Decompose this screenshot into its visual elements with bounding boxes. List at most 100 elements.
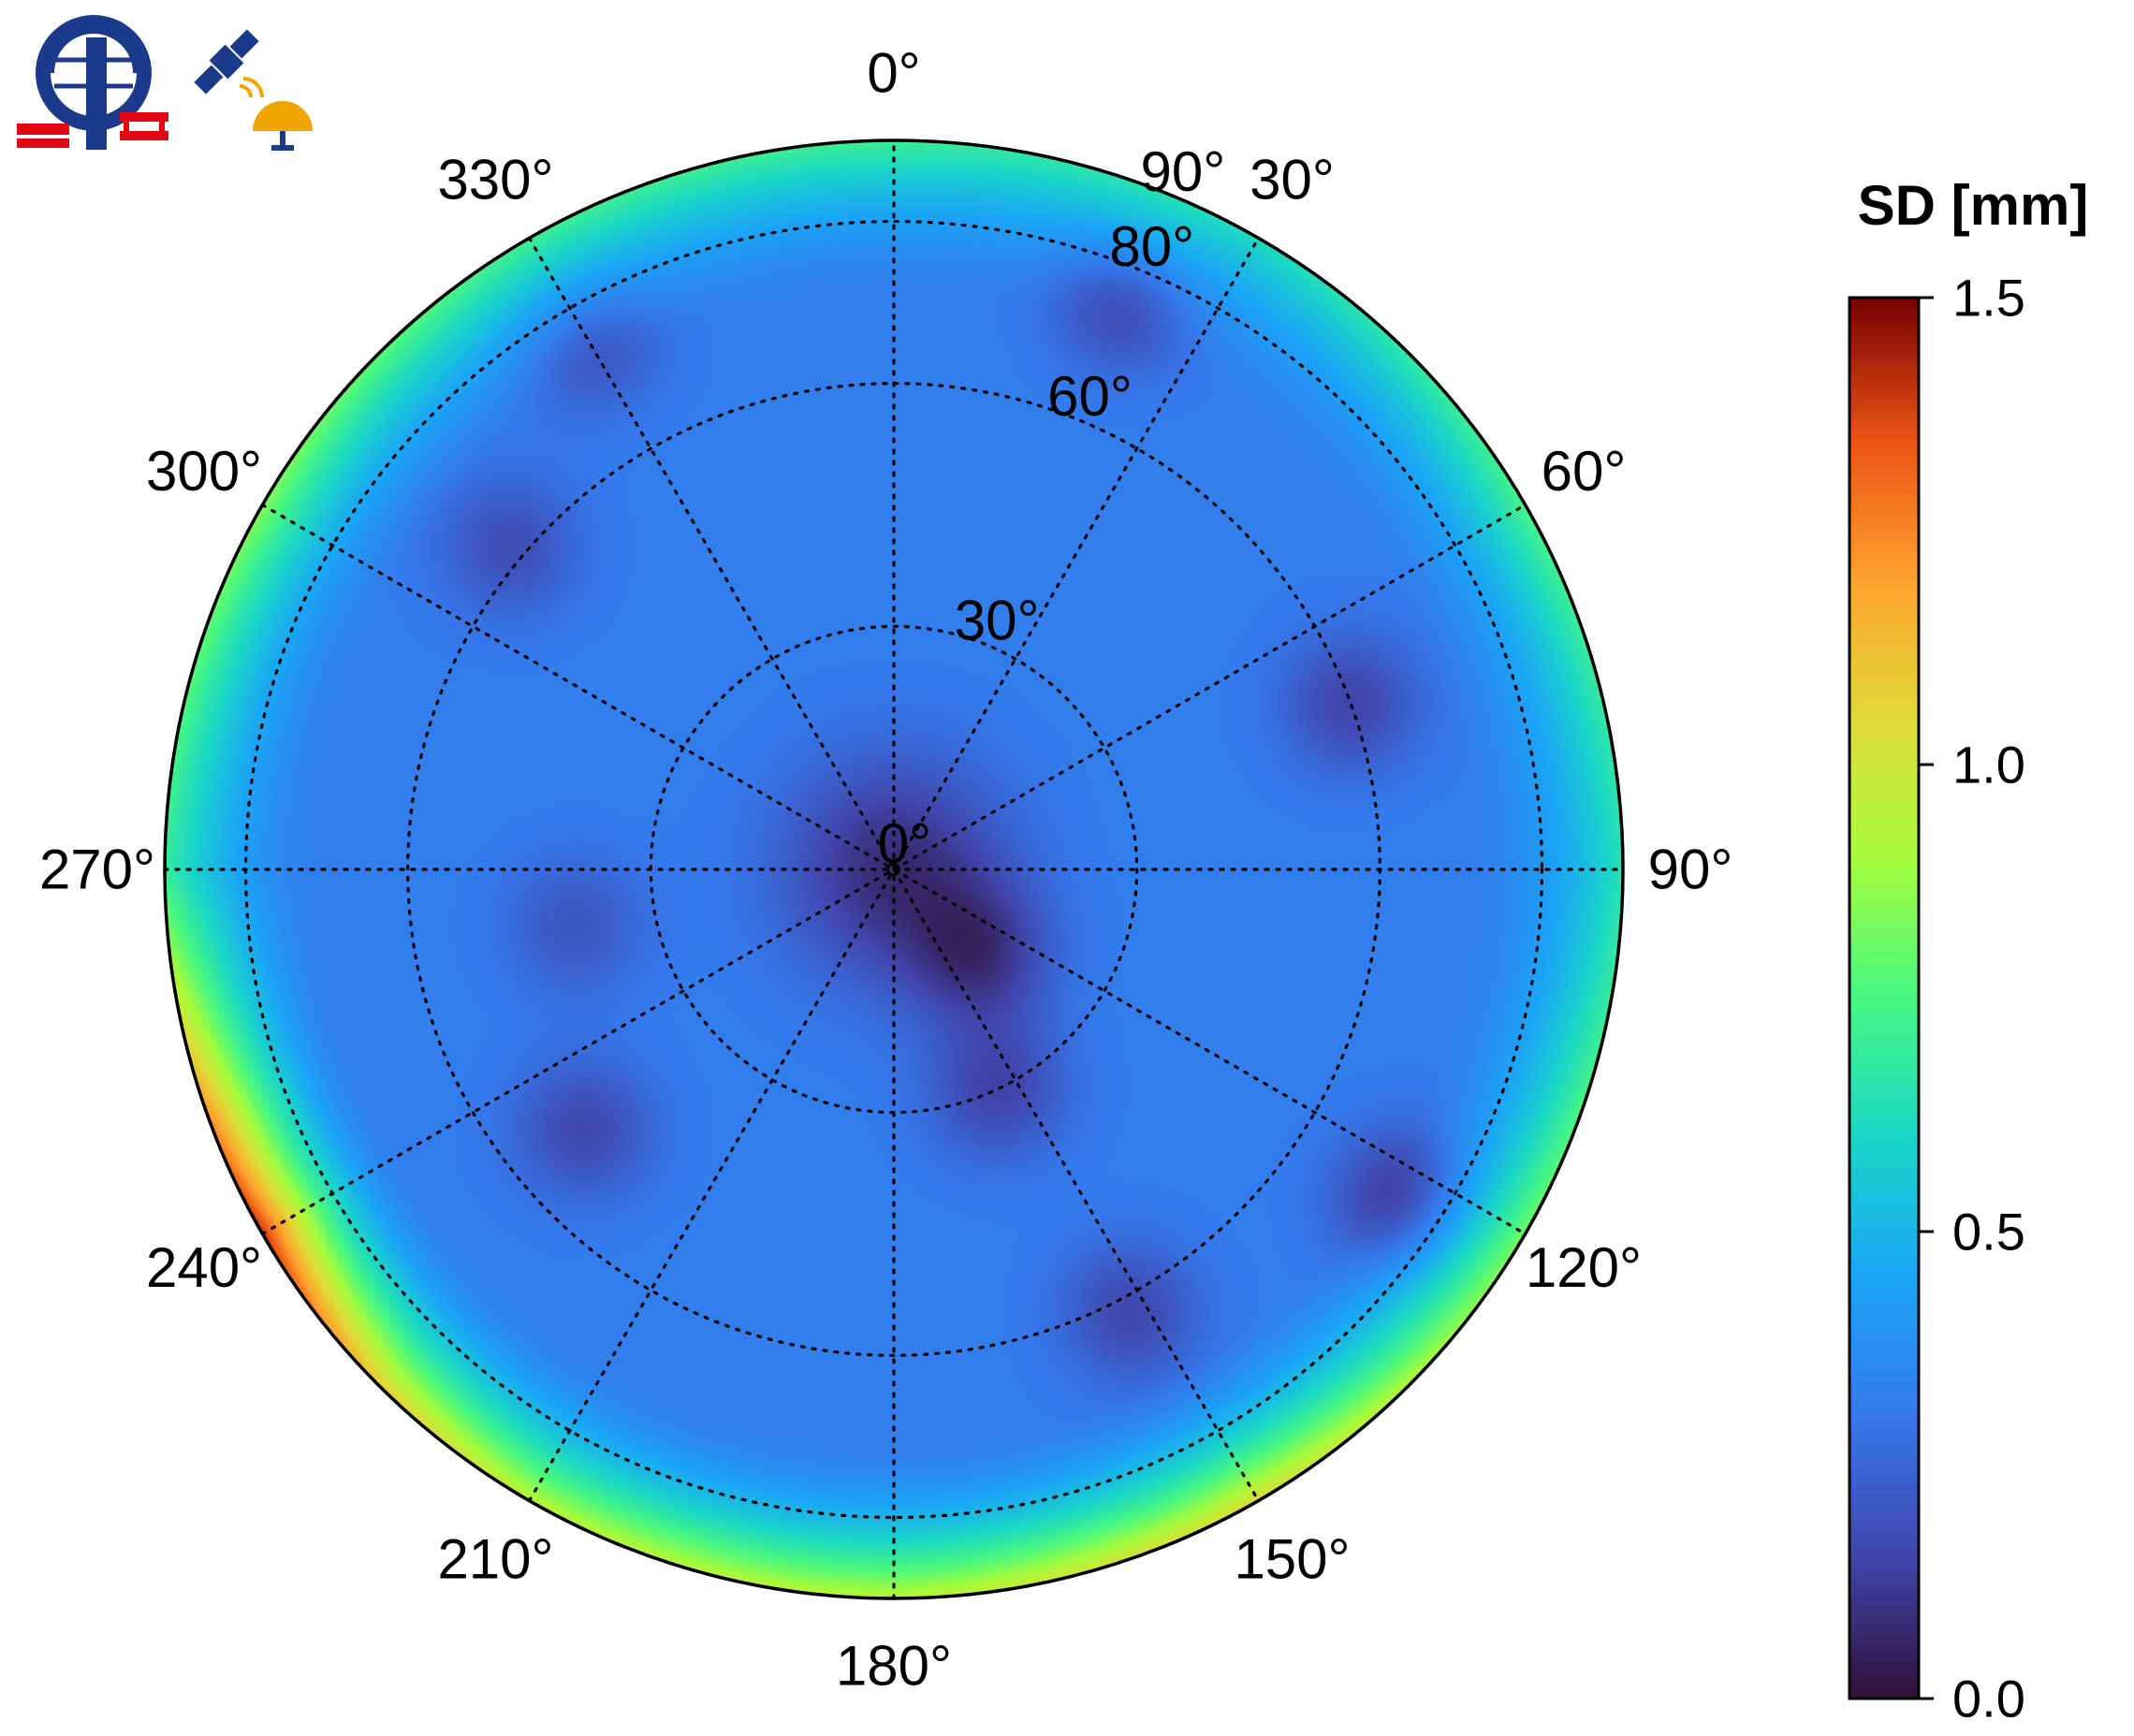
colorbar-strip — [1849, 362, 1919, 373]
colorbar-strip — [1849, 792, 1919, 803]
colorbar-strip — [1849, 782, 1919, 794]
colorbar-strip — [1849, 1390, 1919, 1401]
colorbar-strip — [1849, 1437, 1919, 1448]
colorbar-strip — [1849, 503, 1919, 514]
colorbar-ticks: 0.0 0.5 1.0 1.5 — [1919, 269, 2025, 1729]
colorbar-strip — [1849, 1147, 1919, 1159]
colorbar-strip — [1849, 848, 1919, 859]
colorbar-strip — [1849, 1287, 1919, 1298]
colorbar-strip — [1849, 390, 1919, 401]
colorbar-strip — [1849, 1091, 1919, 1102]
colorbar-strip — [1849, 493, 1919, 504]
azimuth-tick-label: 300° — [146, 440, 262, 503]
colorbar-strip — [1849, 1474, 1919, 1485]
polar-grid — [163, 139, 1625, 1600]
colorbar-strip — [1849, 829, 1919, 840]
colorbar-strip — [1849, 1343, 1919, 1354]
colorbar-strip — [1849, 765, 1919, 775]
colorbar-strip — [1849, 559, 1919, 570]
colorbar-strip — [1849, 512, 1919, 523]
colorbar-tick-label: 0.5 — [1952, 1203, 2025, 1262]
colorbar-strip — [1849, 979, 1919, 990]
colorbar-strip — [1849, 1670, 1919, 1682]
colorbar-strip — [1849, 1568, 1919, 1579]
colorbar-strip — [1849, 409, 1919, 420]
azimuth-tick-label: 180° — [836, 1635, 952, 1698]
colorbar-strip — [1849, 1399, 1919, 1410]
colorbar-strip — [1849, 820, 1919, 831]
colorbar-strip — [1849, 1138, 1919, 1149]
colorbar-strip — [1849, 1232, 1919, 1242]
colorbar-strip — [1849, 1511, 1919, 1523]
azimuth-tick-label: 60° — [1542, 440, 1627, 503]
colorbar-strip — [1849, 699, 1919, 710]
colorbar-strip — [1849, 690, 1919, 701]
satellite-antenna-icon — [194, 29, 313, 151]
colorbar-label: SD [mm] — [1858, 174, 2089, 237]
colorbar-strip — [1849, 718, 1919, 729]
colorbar-strip — [1849, 1175, 1919, 1187]
colorbar-strip — [1849, 727, 1919, 738]
colorbar-strip — [1849, 1185, 1919, 1196]
colorbar-strip — [1849, 773, 1919, 784]
colorbar-strip — [1849, 951, 1919, 962]
colorbar-strip — [1849, 662, 1919, 673]
colorbar-strip — [1849, 1157, 1919, 1168]
colorbar-strip — [1849, 1054, 1919, 1065]
colorbar-strip — [1849, 876, 1919, 887]
colorbar-strip — [1849, 1408, 1919, 1420]
azimuth-tick-label: 240° — [146, 1236, 262, 1299]
colorbar-strip — [1849, 1110, 1919, 1121]
colorbar-strip — [1849, 474, 1919, 486]
colorbar-strip — [1849, 988, 1919, 999]
colorbar-strip — [1849, 1204, 1919, 1215]
azimuth-tick-label: 270° — [39, 839, 155, 901]
zenith-tick-label: 30° — [955, 590, 1040, 652]
colorbar-strip — [1849, 315, 1919, 327]
colorbar-strip — [1849, 1315, 1919, 1326]
colorbar-strip — [1849, 970, 1919, 981]
colorbar-strip — [1849, 671, 1919, 682]
colorbar-strip — [1849, 484, 1919, 495]
colorbar-tick-label: 1.0 — [1952, 736, 2025, 795]
colorbar-strip — [1849, 446, 1919, 458]
colorbar-strip — [1849, 1577, 1919, 1588]
axis-labels: 0° 30° 60° 90° 120° 150° 180° 210° 240° 270° 300° 3… — [39, 42, 1732, 1698]
colorbar-strip — [1849, 1268, 1919, 1279]
azimuth-tick-label: 30° — [1250, 149, 1335, 212]
colorbar-strip — [1849, 885, 1919, 897]
colorbar-strip — [1849, 624, 1919, 635]
colorbar-strip — [1849, 1119, 1919, 1131]
azimuth-tick-label: 0° — [867, 42, 920, 105]
colorbar-strip — [1849, 1642, 1919, 1654]
colorbar-strip — [1849, 1362, 1919, 1373]
colorbar-strip — [1849, 895, 1919, 906]
colorbar-strip — [1849, 465, 1919, 476]
colorbar-strip — [1849, 1652, 1919, 1663]
colorbar-strip — [1849, 615, 1919, 626]
azimuth-tick-label: 120° — [1526, 1236, 1642, 1299]
colorbar-strip — [1849, 1296, 1919, 1307]
colorbar-strip — [1849, 1035, 1919, 1046]
colorbar-strip — [1849, 1614, 1919, 1626]
colorbar-strip — [1849, 1129, 1919, 1140]
colorbar-strip — [1849, 540, 1919, 551]
colorbar-strip — [1849, 1249, 1919, 1261]
colorbar-strip — [1849, 857, 1919, 868]
colorbar-strip — [1849, 1259, 1919, 1270]
colorbar-strip — [1849, 521, 1919, 532]
zenith-tick-label: 90° — [1140, 140, 1225, 203]
colorbar-strip — [1849, 643, 1919, 654]
colorbar-strip — [1849, 1558, 1919, 1569]
colorbar-strip — [1849, 549, 1919, 561]
azimuth-spoke — [527, 236, 1261, 1503]
colorbar-strip — [1849, 1530, 1919, 1541]
colorbar-strip — [1849, 1661, 1919, 1672]
colorbar-strip — [1849, 960, 1919, 971]
colorbar-strip — [1849, 1352, 1919, 1364]
colorbar-strip — [1849, 839, 1919, 850]
azimuth-tick-label: 210° — [437, 1527, 553, 1590]
colorbar-strip — [1849, 1016, 1919, 1028]
colorbar-strip — [1849, 867, 1919, 878]
